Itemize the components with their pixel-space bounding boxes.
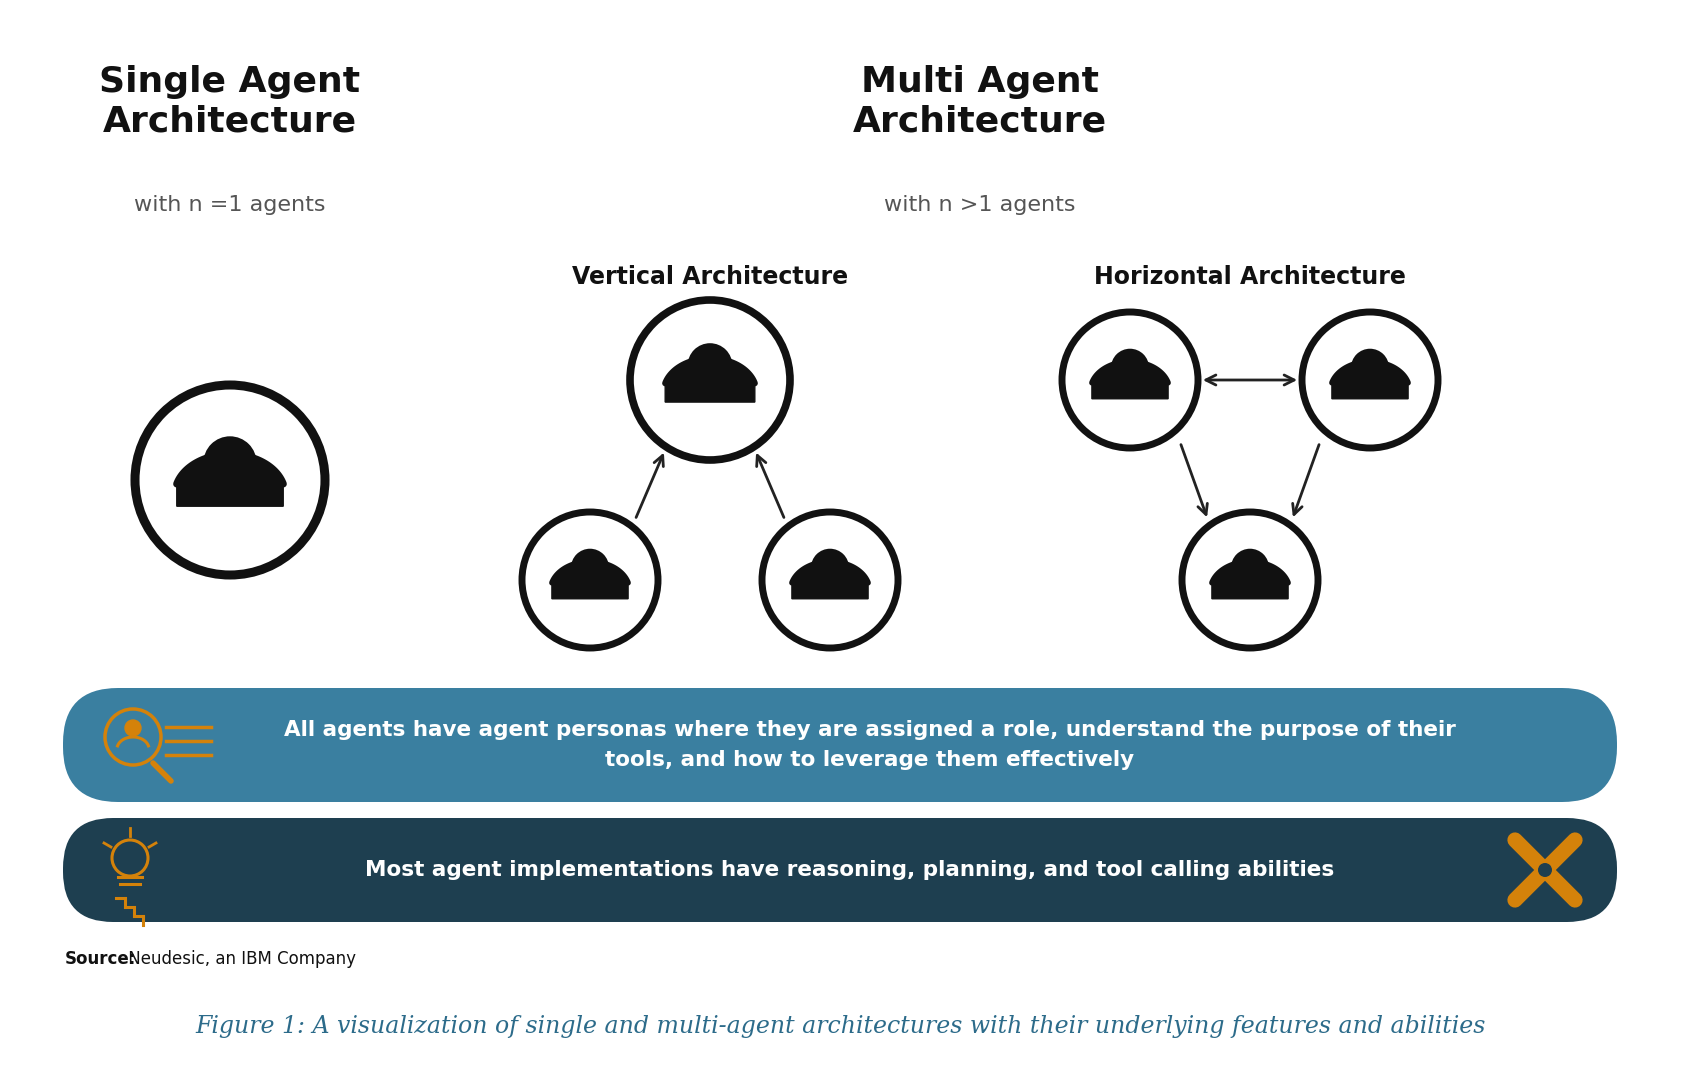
Circle shape (1231, 548, 1268, 586)
Polygon shape (1332, 362, 1408, 399)
Circle shape (1110, 349, 1149, 387)
FancyBboxPatch shape (62, 818, 1616, 922)
Text: Single Agent
Architecture: Single Agent Architecture (99, 65, 360, 138)
Polygon shape (1213, 561, 1288, 598)
Polygon shape (177, 455, 283, 506)
Text: Source:: Source: (66, 950, 136, 968)
Polygon shape (792, 561, 868, 598)
Circle shape (811, 548, 849, 586)
Text: Most agent implementations have reasoning, planning, and tool calling abilities: Most agent implementations have reasonin… (365, 860, 1334, 880)
Polygon shape (552, 561, 627, 598)
Text: with n =1 agents: with n =1 agents (135, 195, 326, 215)
Text: with n >1 agents: with n >1 agents (885, 195, 1076, 215)
Text: Neudesic, an IBM Company: Neudesic, an IBM Company (123, 950, 357, 968)
Polygon shape (664, 359, 755, 402)
Circle shape (124, 720, 141, 736)
Text: All agents have agent personas where they are assigned a role, understand the pu: All agents have agent personas where the… (284, 720, 1457, 770)
Text: Figure 1: A visualization of single and multi-agent architectures with their und: Figure 1: A visualization of single and … (195, 1015, 1487, 1038)
Polygon shape (1092, 362, 1167, 399)
Text: Multi Agent
Architecture: Multi Agent Architecture (853, 65, 1107, 138)
Circle shape (1537, 863, 1552, 877)
Text: Horizontal Architecture: Horizontal Architecture (1093, 265, 1406, 289)
Circle shape (570, 548, 609, 586)
FancyBboxPatch shape (62, 688, 1616, 802)
Circle shape (204, 436, 257, 489)
Circle shape (688, 343, 732, 388)
Circle shape (1351, 349, 1389, 387)
Text: Vertical Architecture: Vertical Architecture (572, 265, 848, 289)
